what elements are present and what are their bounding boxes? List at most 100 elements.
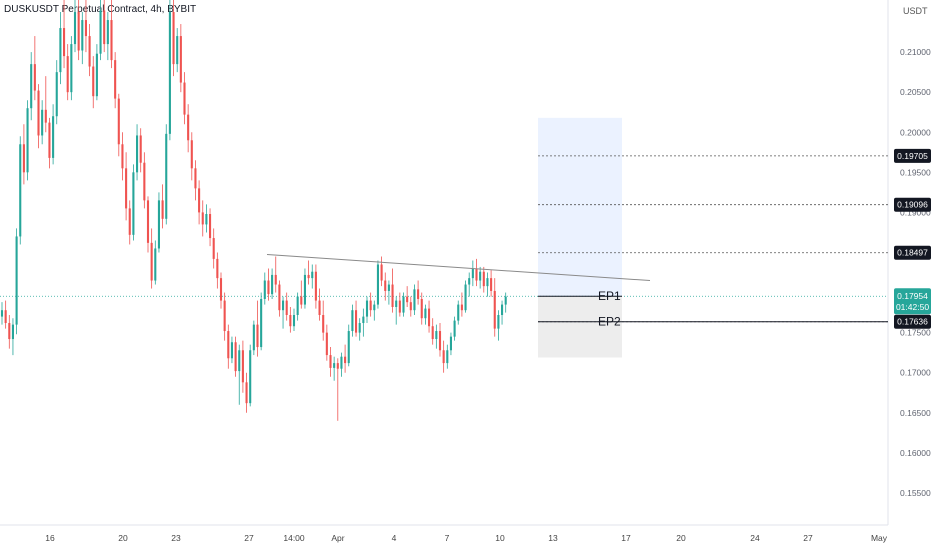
time-tick-label: 27 [803, 533, 813, 543]
candle-body [92, 66, 95, 97]
candle-body [139, 135, 142, 163]
candle-body [212, 238, 215, 259]
candle-body [81, 20, 84, 51]
time-axis[interactable]: 16 20 23 27 14:00 Apr 4 7 10 13 17 20 24 27 May [45, 533, 888, 543]
candle-body [30, 64, 33, 109]
time-tick-label: 20 [676, 533, 686, 543]
candle-body [187, 114, 190, 141]
candle-body [26, 108, 29, 173]
candle-body [66, 56, 69, 93]
time-tick-label: 7 [445, 533, 450, 543]
candle-body [0, 310, 4, 317]
candle-body [84, 20, 87, 37]
candle-body [165, 133, 168, 219]
position-zones[interactable] [538, 117, 622, 358]
candle-body [132, 172, 135, 235]
candle-body [398, 300, 401, 313]
candle-body [292, 315, 296, 327]
trendline-layer[interactable] [266, 253, 651, 282]
candle-body [238, 350, 241, 372]
candle-body [380, 264, 383, 281]
candle-body [136, 135, 139, 173]
candle-body [446, 350, 449, 364]
price-tag-label: 0.19096 [897, 200, 928, 210]
price-axis[interactable]: 0.210000.205000.200000.195000.190000.185… [900, 47, 931, 498]
candle-body [256, 324, 259, 348]
candle-body [37, 90, 40, 136]
currency-label: USDT [903, 6, 928, 16]
candle-body [373, 304, 376, 311]
candle-body [365, 300, 369, 317]
price-tick-label: 0.19000 [900, 207, 931, 217]
candle-body [504, 296, 507, 305]
price-tag-label: 0.18497 [897, 248, 928, 258]
entry-lines[interactable]: EP1 EP2 [538, 289, 888, 329]
price-tick-label: 0.15500 [900, 488, 931, 498]
candle-body [468, 278, 471, 285]
candle-body [362, 316, 365, 324]
candle-body [322, 315, 325, 333]
candle-body [417, 289, 420, 299]
candle-body [464, 284, 467, 311]
price-tag-label: 0.19705 [897, 151, 928, 161]
candle-body [157, 200, 160, 249]
candle-body [497, 315, 500, 329]
candle-body [77, 12, 80, 51]
price-tick-label: 0.20500 [900, 87, 931, 97]
candle-body [249, 350, 252, 404]
candle-body [486, 278, 489, 287]
resistance-trendline[interactable] [266, 253, 651, 282]
candle-body [114, 60, 117, 99]
candle-body [168, 12, 171, 134]
bar-countdown-label: 01:42:50 [896, 302, 929, 312]
time-tick-label: Apr [331, 533, 344, 543]
candle-body [146, 200, 150, 243]
entry-label: EP2 [598, 315, 621, 329]
candle-body [103, 10, 106, 45]
candle-body [95, 53, 98, 97]
candle-body [347, 331, 350, 364]
candle-body [70, 44, 73, 93]
candle-body [333, 363, 336, 368]
candle-body [8, 323, 11, 340]
time-tick-label: 10 [495, 533, 505, 543]
candle-body [278, 284, 281, 311]
candle-body [73, 12, 77, 45]
candle-body [15, 236, 18, 325]
candle-body [263, 280, 266, 299]
candle-body [351, 310, 354, 332]
price-tick-label: 0.21000 [900, 47, 931, 57]
time-tick-label: 17 [621, 533, 631, 543]
candle-body [161, 200, 164, 219]
time-tick-label: 16 [45, 533, 55, 543]
candle-body [267, 280, 270, 295]
candle-body [402, 296, 405, 313]
price-tick-label: 0.17500 [900, 328, 931, 338]
price-tags: 0.19705 0.19096 0.18497 0.17636 0.1795401:42… [894, 148, 931, 329]
candle-body [460, 304, 463, 311]
candle-body [241, 350, 244, 383]
candle-body [271, 274, 274, 295]
candle-body [428, 308, 431, 327]
candle-body [369, 300, 372, 311]
candle-body [154, 248, 157, 281]
target-zone[interactable] [538, 117, 622, 297]
stop-zone[interactable] [538, 296, 622, 358]
time-tick-label: 27 [244, 533, 254, 543]
candle-body [307, 274, 310, 279]
candles [0, 0, 507, 421]
price-tag [894, 245, 931, 260]
candle-body [449, 336, 452, 351]
candle-body [289, 315, 292, 327]
price-levels[interactable] [0, 155, 888, 323]
candle-body [198, 188, 201, 213]
price-tick-label: 0.16000 [900, 448, 931, 458]
candle-body [442, 350, 445, 364]
candle-body [234, 342, 237, 372]
candle-body [117, 98, 120, 145]
candle-body [22, 144, 25, 173]
candle-body [274, 274, 277, 285]
candle-body [285, 300, 288, 315]
time-tick-label: 20 [118, 533, 128, 543]
